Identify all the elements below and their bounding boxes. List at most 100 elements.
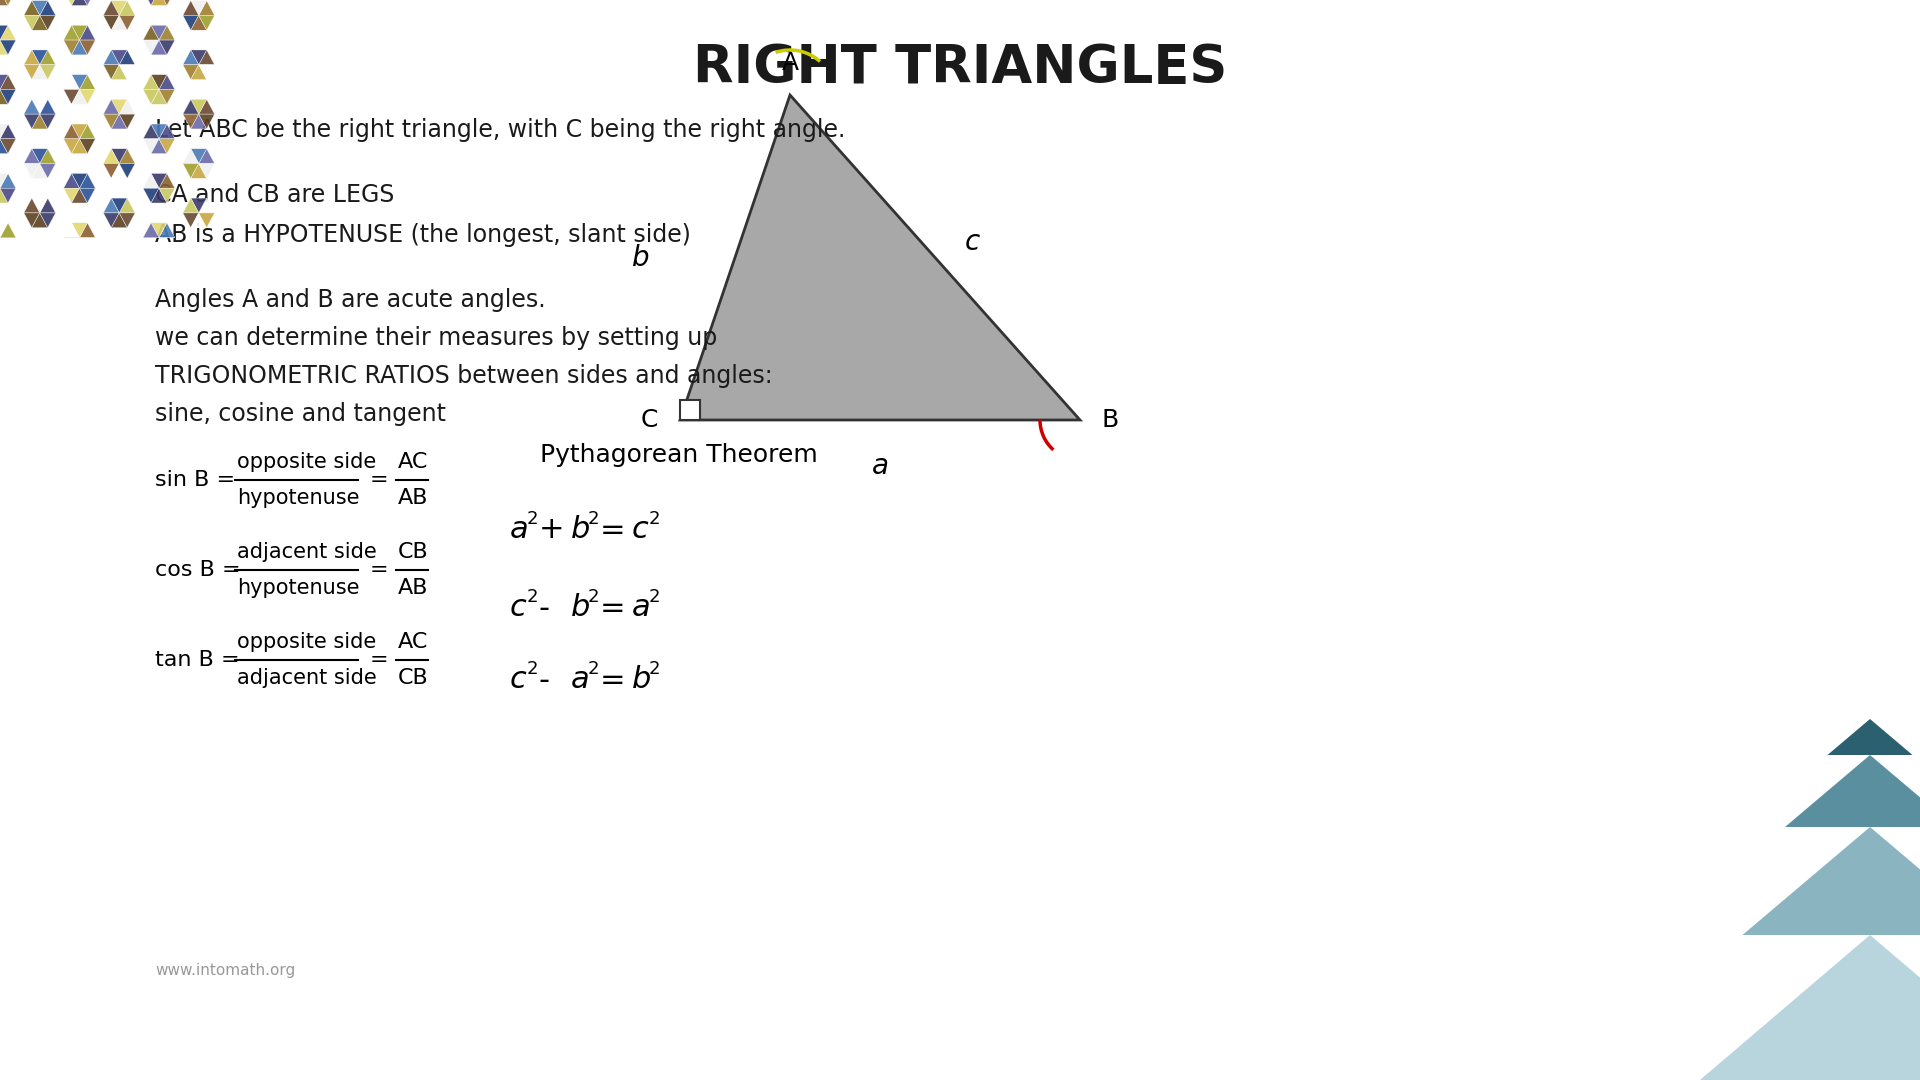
Polygon shape (319, 272, 334, 287)
Polygon shape (119, 50, 134, 65)
Polygon shape (111, 163, 127, 178)
Polygon shape (104, 15, 119, 30)
Polygon shape (357, 163, 374, 178)
Text: TRIGONOMETRIC RATIOS between sides and angles:: TRIGONOMETRIC RATIOS between sides and a… (156, 364, 772, 388)
Polygon shape (271, 247, 286, 262)
Polygon shape (271, 198, 286, 213)
Polygon shape (119, 262, 134, 278)
Text: b: b (632, 243, 651, 271)
Polygon shape (319, 238, 334, 253)
Polygon shape (152, 124, 167, 139)
Polygon shape (349, 15, 365, 30)
Polygon shape (263, 65, 278, 80)
Polygon shape (119, 149, 134, 163)
Text: a: a (632, 594, 651, 622)
Text: 2: 2 (526, 588, 538, 606)
Text: AB is a HYPOTENUSE (the longest, slant side): AB is a HYPOTENUSE (the longest, slant s… (156, 222, 691, 247)
Polygon shape (278, 247, 294, 262)
Polygon shape (104, 114, 119, 129)
Polygon shape (278, 149, 294, 163)
Polygon shape (301, 90, 319, 105)
Polygon shape (238, 287, 253, 301)
Polygon shape (271, 114, 286, 129)
Polygon shape (0, 238, 15, 253)
Polygon shape (79, 25, 96, 40)
Polygon shape (0, 139, 8, 153)
Polygon shape (0, 0, 15, 5)
Polygon shape (40, 149, 56, 163)
Polygon shape (182, 65, 200, 80)
Text: Let ABC be the right triangle, with C being the right angle.: Let ABC be the right triangle, with C be… (156, 118, 845, 141)
Text: B: B (1102, 408, 1119, 432)
Polygon shape (159, 222, 175, 238)
Polygon shape (301, 75, 319, 90)
Polygon shape (319, 25, 334, 40)
Polygon shape (309, 188, 326, 203)
Polygon shape (263, 1, 278, 15)
Polygon shape (319, 287, 334, 301)
Polygon shape (159, 25, 175, 40)
Text: hypotenuse: hypotenuse (236, 578, 359, 598)
Polygon shape (263, 247, 278, 262)
Text: opposite side: opposite side (236, 632, 376, 652)
Polygon shape (0, 90, 8, 105)
Polygon shape (0, 174, 15, 188)
Polygon shape (63, 75, 79, 90)
Text: tan B =: tan B = (156, 650, 240, 670)
Polygon shape (263, 50, 278, 65)
Polygon shape (271, 262, 286, 278)
Polygon shape (0, 40, 8, 55)
Polygon shape (23, 65, 40, 80)
Polygon shape (40, 247, 56, 262)
Polygon shape (271, 99, 286, 114)
Polygon shape (238, 124, 253, 139)
Text: c: c (632, 515, 649, 544)
Polygon shape (79, 40, 96, 55)
Polygon shape (190, 50, 207, 65)
Polygon shape (342, 149, 357, 163)
Polygon shape (238, 174, 253, 188)
Polygon shape (309, 90, 326, 105)
Polygon shape (119, 198, 134, 213)
Polygon shape (33, 262, 48, 278)
Text: 2: 2 (588, 660, 599, 678)
Polygon shape (319, 75, 334, 90)
Polygon shape (349, 1, 365, 15)
Polygon shape (63, 139, 79, 153)
Polygon shape (71, 25, 88, 40)
Polygon shape (278, 213, 294, 228)
Polygon shape (238, 188, 253, 203)
Polygon shape (182, 262, 200, 278)
Polygon shape (309, 272, 326, 287)
Polygon shape (301, 0, 319, 5)
Polygon shape (263, 262, 278, 278)
Polygon shape (319, 0, 334, 5)
Text: A: A (781, 51, 799, 75)
Polygon shape (71, 139, 88, 153)
Polygon shape (33, 114, 48, 129)
Text: CB: CB (397, 542, 428, 562)
Polygon shape (357, 198, 374, 213)
Polygon shape (342, 15, 357, 30)
Polygon shape (79, 0, 96, 5)
Polygon shape (301, 40, 319, 55)
Polygon shape (71, 188, 88, 203)
Polygon shape (301, 174, 319, 188)
Polygon shape (144, 0, 159, 5)
Polygon shape (230, 272, 246, 287)
Polygon shape (271, 15, 286, 30)
Polygon shape (104, 213, 119, 228)
Polygon shape (263, 213, 278, 228)
Polygon shape (0, 222, 8, 238)
Text: b: b (570, 515, 589, 544)
Polygon shape (79, 287, 96, 301)
Polygon shape (319, 90, 334, 105)
Text: =: = (369, 650, 388, 670)
Text: =: = (369, 470, 388, 490)
Polygon shape (0, 287, 8, 301)
Polygon shape (190, 247, 207, 262)
Polygon shape (263, 198, 278, 213)
Polygon shape (223, 238, 238, 253)
Polygon shape (357, 1, 374, 15)
Polygon shape (79, 90, 96, 105)
